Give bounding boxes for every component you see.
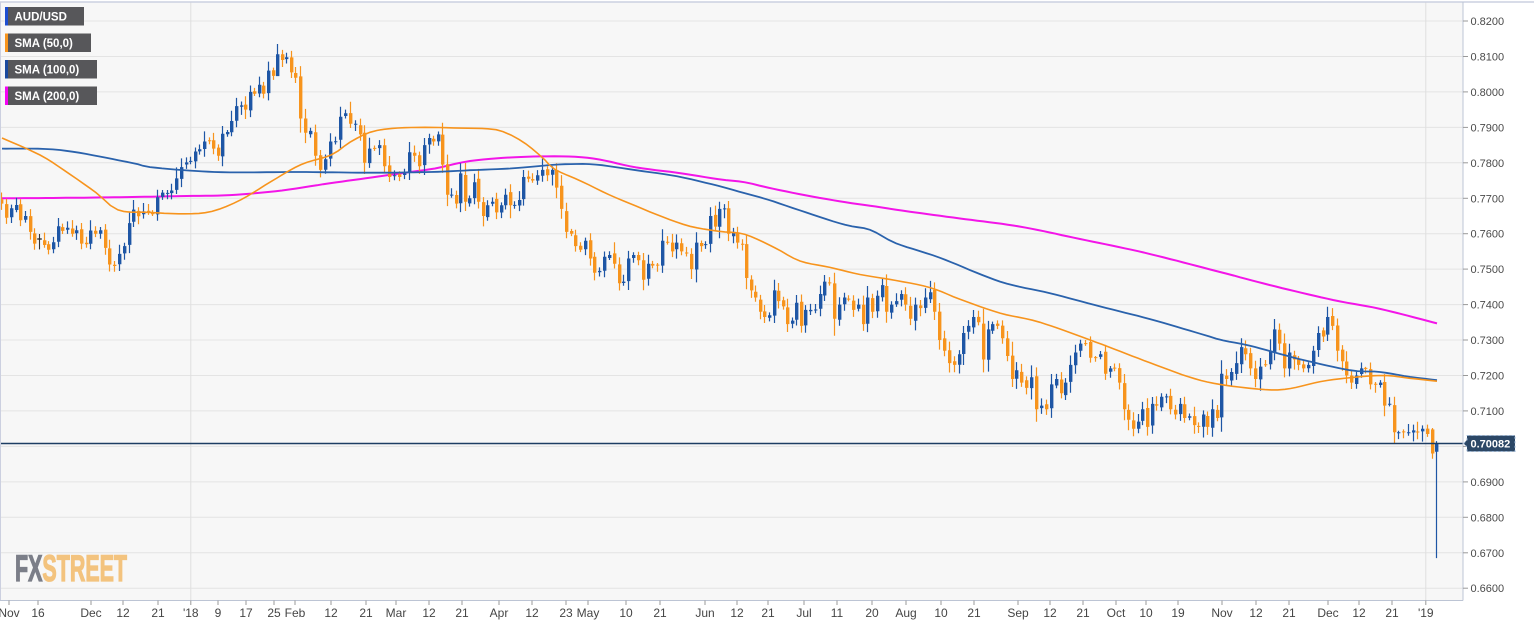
svg-text:21: 21 bbox=[1282, 606, 1296, 620]
svg-text:FXSTREET: FXSTREET bbox=[15, 549, 127, 589]
svg-text:11: 11 bbox=[831, 606, 844, 620]
svg-text:SMA (100,0): SMA (100,0) bbox=[15, 65, 80, 77]
svg-text:10: 10 bbox=[619, 606, 633, 620]
svg-text:0.7100: 0.7100 bbox=[1471, 406, 1505, 418]
svg-text:16: 16 bbox=[31, 606, 45, 620]
svg-text:9: 9 bbox=[215, 606, 222, 620]
svg-text:12: 12 bbox=[116, 606, 130, 620]
svg-text:AUD/USD: AUD/USD bbox=[15, 12, 67, 24]
svg-text:0.70082: 0.70082 bbox=[1471, 439, 1511, 451]
svg-text:Apr: Apr bbox=[490, 606, 509, 620]
svg-text:21: 21 bbox=[359, 606, 373, 620]
svg-text:12: 12 bbox=[525, 606, 539, 620]
svg-text:0.7700: 0.7700 bbox=[1471, 193, 1505, 205]
svg-text:17: 17 bbox=[239, 606, 253, 620]
svg-text:23: 23 bbox=[559, 606, 573, 620]
svg-text:0.8100: 0.8100 bbox=[1471, 52, 1505, 64]
svg-text:0.7800: 0.7800 bbox=[1471, 158, 1505, 170]
svg-text:0.7200: 0.7200 bbox=[1471, 371, 1505, 383]
svg-text:12: 12 bbox=[324, 606, 338, 620]
svg-text:Dec: Dec bbox=[1317, 606, 1338, 620]
svg-text:21: 21 bbox=[653, 606, 667, 620]
svg-text:Jun: Jun bbox=[695, 606, 714, 620]
svg-text:Nov: Nov bbox=[1211, 606, 1232, 620]
svg-text:25: 25 bbox=[267, 606, 281, 620]
svg-text:'19: '19 bbox=[1418, 606, 1434, 620]
svg-text:0.6600: 0.6600 bbox=[1471, 583, 1505, 595]
svg-text:Feb: Feb bbox=[285, 606, 306, 620]
svg-text:0.7500: 0.7500 bbox=[1471, 264, 1505, 276]
svg-text:12: 12 bbox=[1043, 606, 1057, 620]
svg-text:12: 12 bbox=[730, 606, 744, 620]
svg-text:12: 12 bbox=[422, 606, 436, 620]
svg-text:0.6900: 0.6900 bbox=[1471, 477, 1505, 489]
svg-text:0.6700: 0.6700 bbox=[1471, 548, 1505, 560]
svg-text:0.7300: 0.7300 bbox=[1471, 335, 1505, 347]
svg-text:20: 20 bbox=[865, 606, 879, 620]
svg-text:21: 21 bbox=[761, 606, 775, 620]
svg-text:Aug: Aug bbox=[895, 606, 916, 620]
svg-text:'18: '18 bbox=[183, 606, 199, 620]
svg-text:21: 21 bbox=[151, 606, 165, 620]
svg-text:21: 21 bbox=[1076, 606, 1090, 620]
svg-text:21: 21 bbox=[455, 606, 469, 620]
svg-text:12: 12 bbox=[1249, 606, 1263, 620]
svg-text:SMA (200,0): SMA (200,0) bbox=[15, 91, 80, 103]
svg-text:Oct: Oct bbox=[1107, 606, 1126, 620]
svg-text:0.8200: 0.8200 bbox=[1471, 16, 1505, 28]
svg-text:Sep: Sep bbox=[1007, 606, 1029, 620]
svg-text:12: 12 bbox=[1352, 606, 1366, 620]
svg-text:0.7900: 0.7900 bbox=[1471, 122, 1505, 134]
svg-text:10: 10 bbox=[934, 606, 948, 620]
svg-text:0.6800: 0.6800 bbox=[1471, 512, 1505, 524]
svg-text:Dec: Dec bbox=[80, 606, 101, 620]
svg-text:0.7600: 0.7600 bbox=[1471, 229, 1505, 241]
svg-text:21: 21 bbox=[967, 606, 981, 620]
svg-text:Nov: Nov bbox=[0, 606, 20, 620]
svg-text:19: 19 bbox=[1171, 606, 1185, 620]
svg-text:10: 10 bbox=[1139, 606, 1153, 620]
svg-text:Jul: Jul bbox=[796, 606, 811, 620]
svg-text:0.8000: 0.8000 bbox=[1471, 87, 1505, 99]
svg-text:SMA (50,0): SMA (50,0) bbox=[15, 38, 74, 50]
svg-text:0.7400: 0.7400 bbox=[1471, 300, 1505, 312]
svg-text:21: 21 bbox=[1385, 606, 1399, 620]
svg-text:May: May bbox=[577, 606, 600, 620]
svg-text:Mar: Mar bbox=[386, 606, 407, 620]
